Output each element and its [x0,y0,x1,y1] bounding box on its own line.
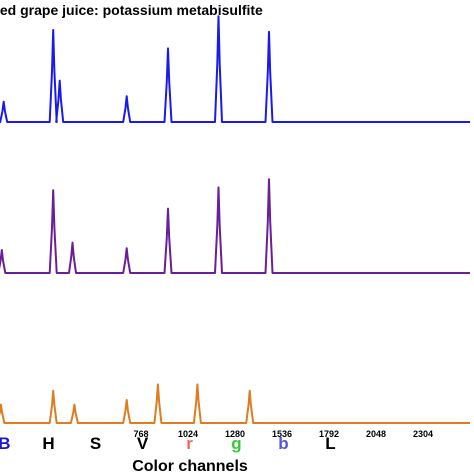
channel-label-r: r [186,434,193,453]
channel-label-S: S [90,434,101,453]
x-tick-label-2304: 2304 [413,429,433,439]
x-tick-label-1792: 1792 [319,429,339,439]
x-tick-label-1024: 1024 [178,429,198,439]
chart-title-wrap: rated grape juice: potassium metabisulfi… [0,0,474,22]
series-3-line [0,383,470,424]
channel-label-B: B [0,434,11,453]
x-tick-label-768: 768 [133,429,148,439]
channel-label-H: H [42,434,54,453]
x-tick-label-1280: 1280 [225,429,245,439]
x-tick-label-1536: 1536 [272,429,292,439]
series-2-line [0,178,470,274]
series-1-line [0,15,470,123]
channel-label-g: g [231,434,241,453]
channel-label-b: b [278,434,288,453]
channel-label-V: V [137,434,149,453]
chart-title: rated grape juice: potassium metabisulfi… [0,2,263,18]
x-tick-label-2048: 2048 [366,429,386,439]
x-axis-title: Color channels [132,458,248,474]
channel-label-L: L [325,434,335,453]
